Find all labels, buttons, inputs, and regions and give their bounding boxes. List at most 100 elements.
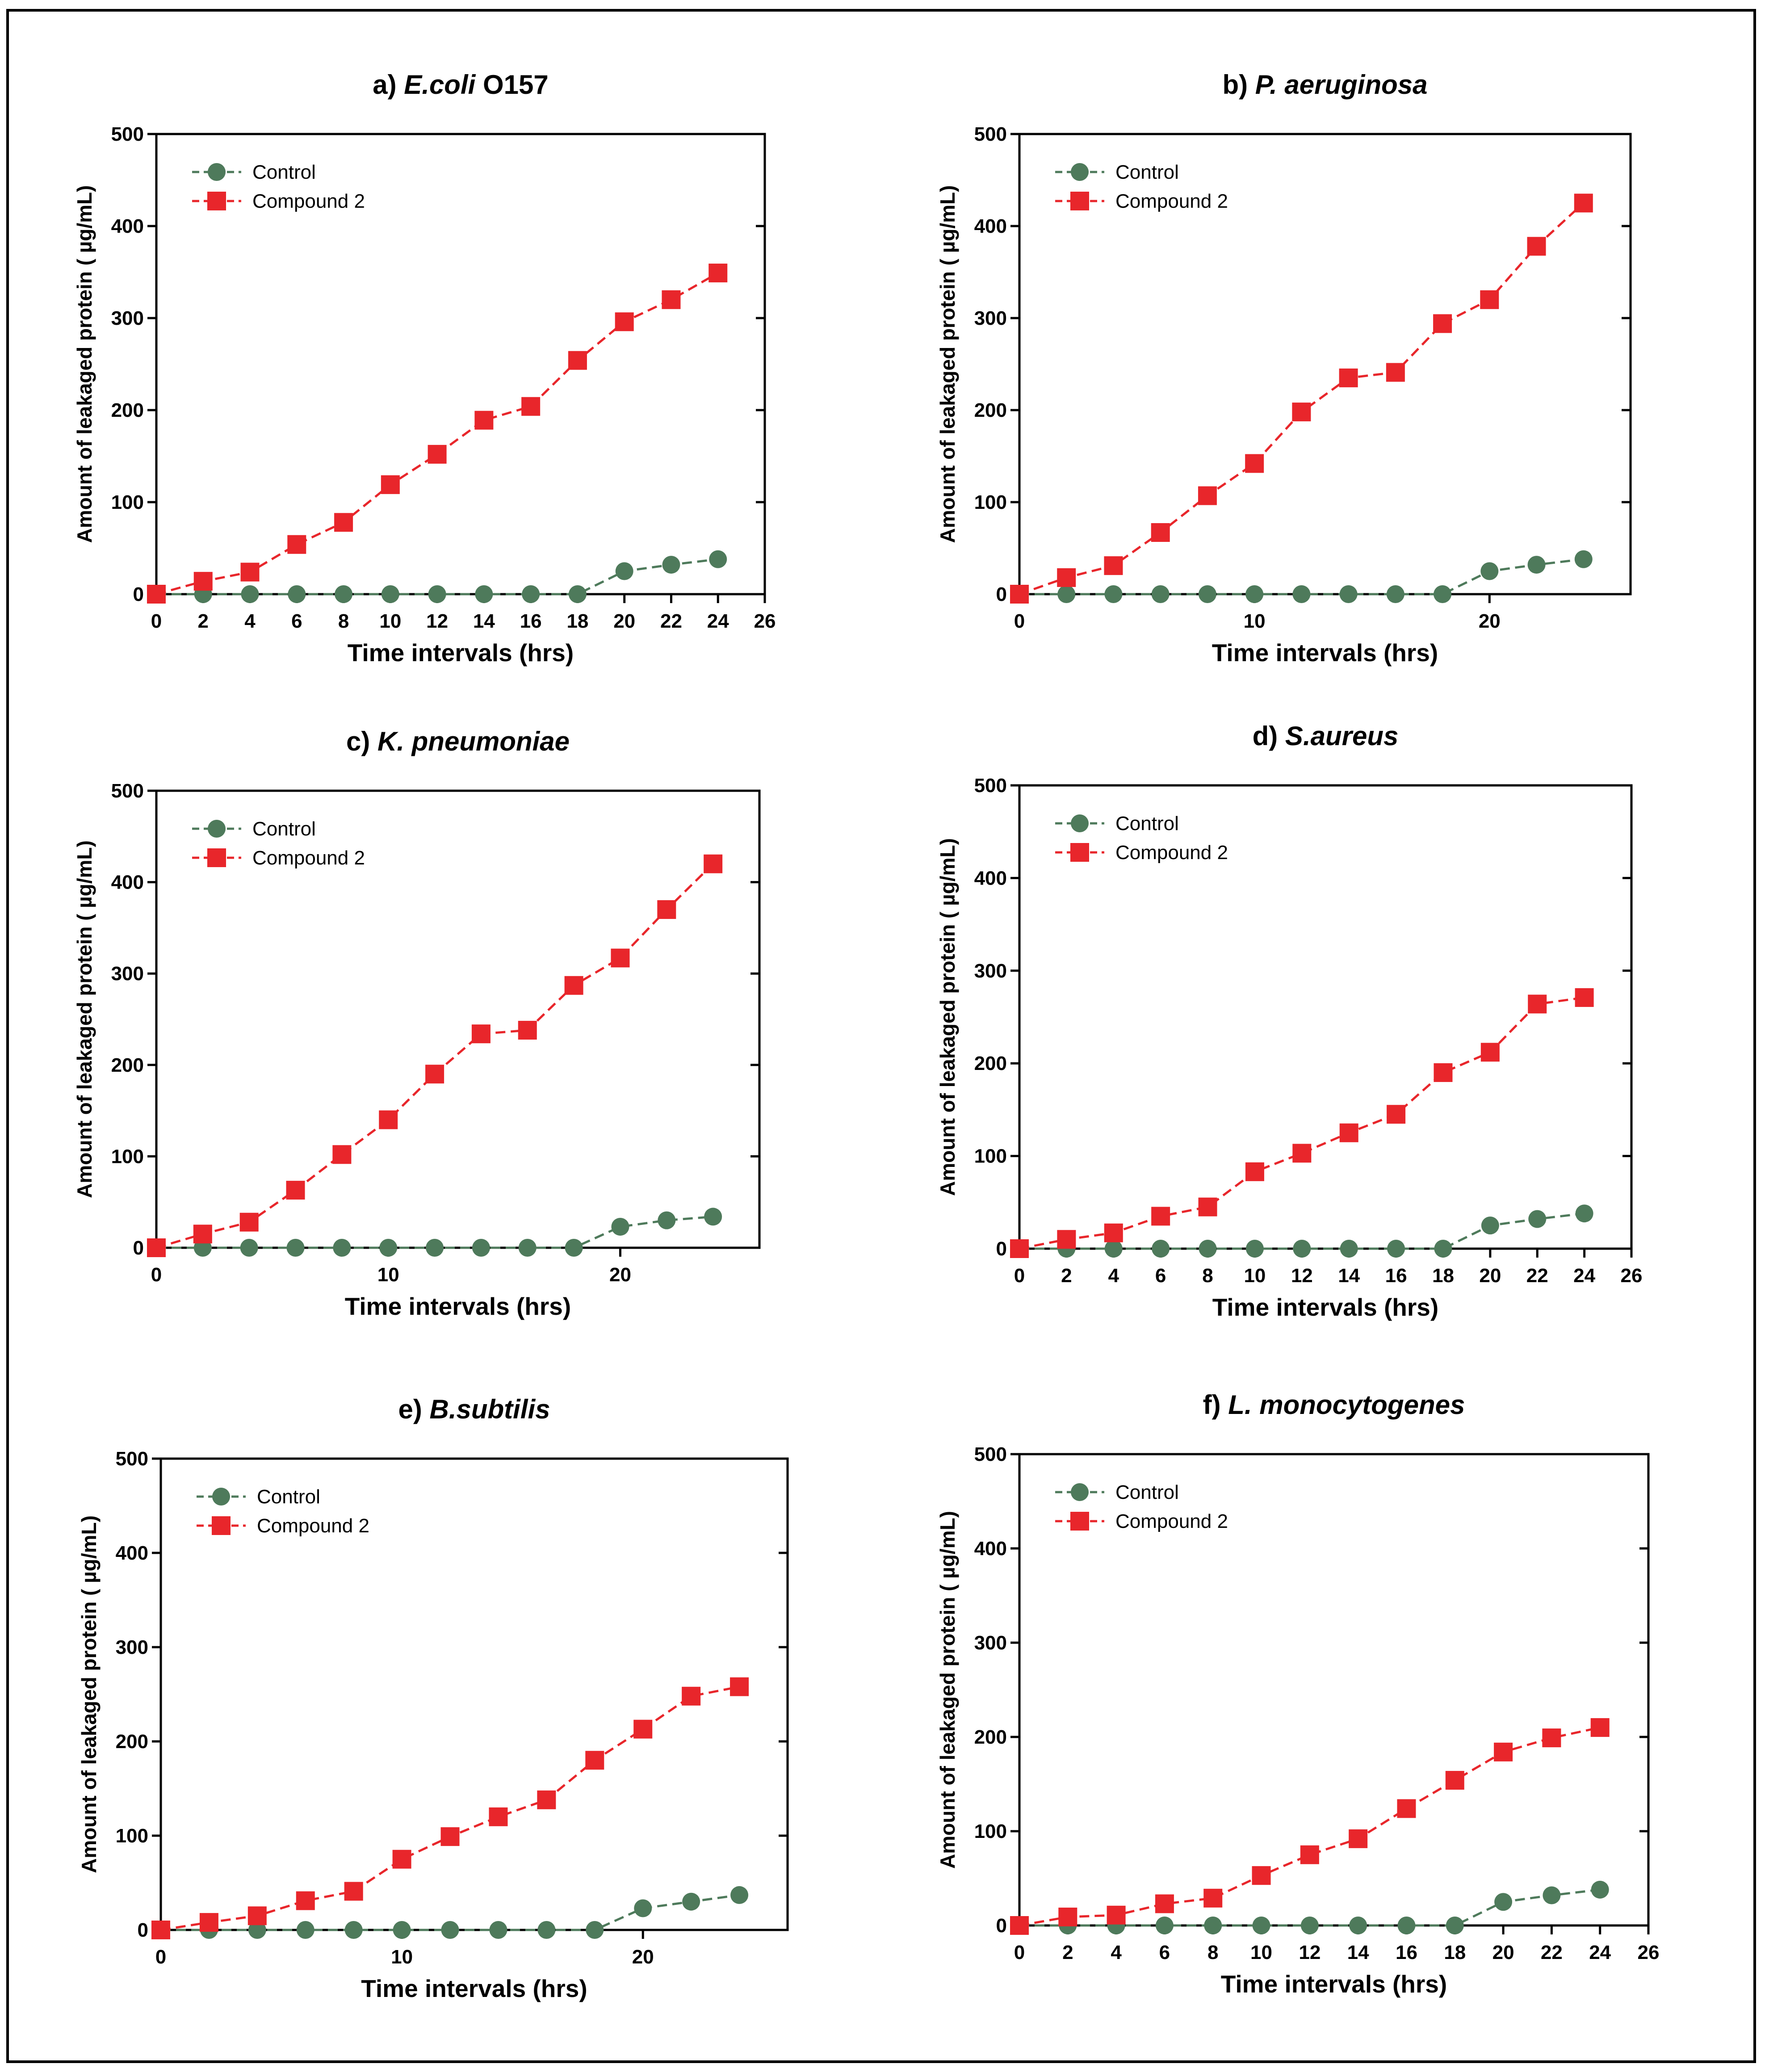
data-point-compound-2 (1542, 1728, 1561, 1748)
data-point-control (682, 1892, 700, 1911)
data-point-compound-2 (1107, 1905, 1126, 1925)
chart-title-suffix: O157 (475, 70, 548, 100)
legend-marker-control (1071, 1483, 1089, 1501)
y-tick-label: 400 (974, 215, 1007, 237)
y-axis-label: Amount of leakaged protein ( µg/mL) (936, 1511, 959, 1869)
x-tick-label: 10 (1250, 1942, 1272, 1963)
data-point-compound-2 (1575, 988, 1594, 1007)
data-point-compound-2 (1433, 314, 1452, 333)
chart-title-prefix: d) (1253, 721, 1285, 751)
data-point-compound-2 (615, 312, 634, 331)
y-tick-label: 400 (111, 872, 144, 893)
data-point-control (344, 1921, 363, 1939)
y-tick-label: 0 (133, 583, 144, 605)
chart-title: b) P. aeruginosa (1222, 70, 1427, 100)
y-tick-label: 200 (974, 1726, 1007, 1748)
x-tick-label: 16 (1396, 1942, 1417, 1963)
chart-title: d) S.aureus (1253, 721, 1399, 751)
series-line-compound-2 (156, 863, 714, 1249)
data-point-compound-2 (1198, 1197, 1217, 1216)
legend-label: Control (1115, 1481, 1179, 1503)
series-line-compound-2 (1019, 996, 1585, 1250)
data-point-compound-2 (633, 1720, 653, 1739)
data-point-control (248, 1921, 266, 1939)
data-point-compound-2 (193, 1225, 212, 1244)
data-point-compound-2 (568, 351, 587, 370)
x-axis-label: Time intervals (hrs) (361, 1975, 587, 2002)
x-tick-label: 10 (1244, 1265, 1266, 1287)
series-line-compound-2 (160, 1686, 740, 1931)
data-point-compound-2 (286, 1181, 305, 1200)
x-tick-label: 14 (1338, 1265, 1360, 1287)
data-point-control (1434, 585, 1452, 603)
x-tick-label: 10 (377, 1264, 399, 1286)
legend-marker-compound-2 (212, 1516, 231, 1535)
data-point-compound-2 (1386, 363, 1405, 382)
x-tick-label: 26 (1621, 1265, 1643, 1287)
x-tick-label: 8 (1202, 1265, 1213, 1287)
data-point-compound-2 (564, 976, 583, 995)
chart-title: f) L. monocytogenes (1203, 1390, 1465, 1420)
chart-title-prefix: e) (398, 1394, 429, 1424)
x-tick-label: 12 (426, 610, 448, 632)
y-tick-label: 200 (111, 399, 144, 421)
x-tick-label: 14 (473, 610, 495, 632)
y-tick-label: 100 (974, 1820, 1007, 1842)
data-point-compound-2 (392, 1850, 411, 1869)
data-point-control (704, 1208, 722, 1226)
data-point-compound-2 (1057, 568, 1076, 587)
data-point-control (1198, 585, 1216, 603)
data-point-compound-2 (1151, 523, 1170, 542)
chart-panel-b: b) P. aeruginosa 0 100 200 300 400 500 0 10 20 Tim… (936, 70, 1632, 667)
data-point-compound-2 (1010, 1239, 1029, 1258)
data-point-compound-2 (1203, 1888, 1223, 1908)
data-point-compound-2 (151, 1921, 170, 1939)
data-point-control (475, 585, 493, 603)
data-point-compound-2 (344, 1882, 363, 1901)
y-tick-label: 300 (974, 307, 1007, 329)
data-point-compound-2 (474, 411, 494, 430)
y-tick-label: 500 (111, 123, 144, 145)
data-point-control (1199, 1240, 1217, 1258)
chart-panel-e: e) B.subtilis 0 100 200 300 400 500 0 10 20 Time i… (77, 1394, 789, 2002)
x-tick-label: 10 (379, 610, 401, 632)
data-point-control (1543, 1886, 1561, 1904)
chart-title-prefix: f) (1203, 1390, 1228, 1420)
data-point-compound-2 (239, 1212, 259, 1232)
data-point-compound-2 (428, 445, 447, 464)
legend-marker-compound-2 (207, 192, 226, 210)
data-point-compound-2 (1339, 368, 1358, 387)
data-point-compound-2 (287, 535, 306, 554)
x-tick-label: 20 (632, 1946, 654, 1968)
data-point-compound-2 (240, 562, 260, 582)
data-point-control (586, 1921, 604, 1939)
data-point-compound-2 (518, 1021, 537, 1040)
y-axis-label: Amount of leakaged protein ( µg/mL) (936, 838, 959, 1196)
y-tick-label: 0 (996, 1915, 1007, 1937)
data-point-control (1204, 1917, 1222, 1934)
data-point-control (333, 1239, 351, 1257)
legend-marker-control (212, 1488, 230, 1506)
data-point-compound-2 (1494, 1742, 1513, 1762)
legend-label: Compound 2 (252, 847, 365, 869)
y-tick-label: 500 (974, 1443, 1007, 1465)
data-point-compound-2 (704, 854, 723, 873)
chart-panel-c: c) K. pneumoniae 0 100 200 300 400 500 0 10 20 Tim… (73, 726, 761, 1320)
legend-label: Compound 2 (252, 190, 365, 212)
data-point-compound-2 (1480, 1043, 1500, 1062)
chart-title-prefix: a) (373, 70, 404, 100)
x-tick-label: 0 (151, 1264, 162, 1286)
data-point-compound-2 (332, 1145, 352, 1164)
legend-label: Control (1115, 813, 1179, 835)
data-point-compound-2 (247, 1906, 267, 1925)
x-axis-label: Time intervals (hrs) (345, 1292, 571, 1320)
y-tick-label: 100 (116, 1825, 148, 1847)
x-tick-label: 2 (1061, 1265, 1072, 1287)
data-point-control (1104, 1240, 1123, 1258)
plot-frame (1018, 133, 1632, 596)
x-tick-label: 6 (1155, 1265, 1166, 1287)
data-point-control (1104, 585, 1123, 603)
y-axis-label: Amount of leakaged protein ( µg/mL) (73, 840, 96, 1198)
plot-frame (1018, 784, 1633, 1250)
